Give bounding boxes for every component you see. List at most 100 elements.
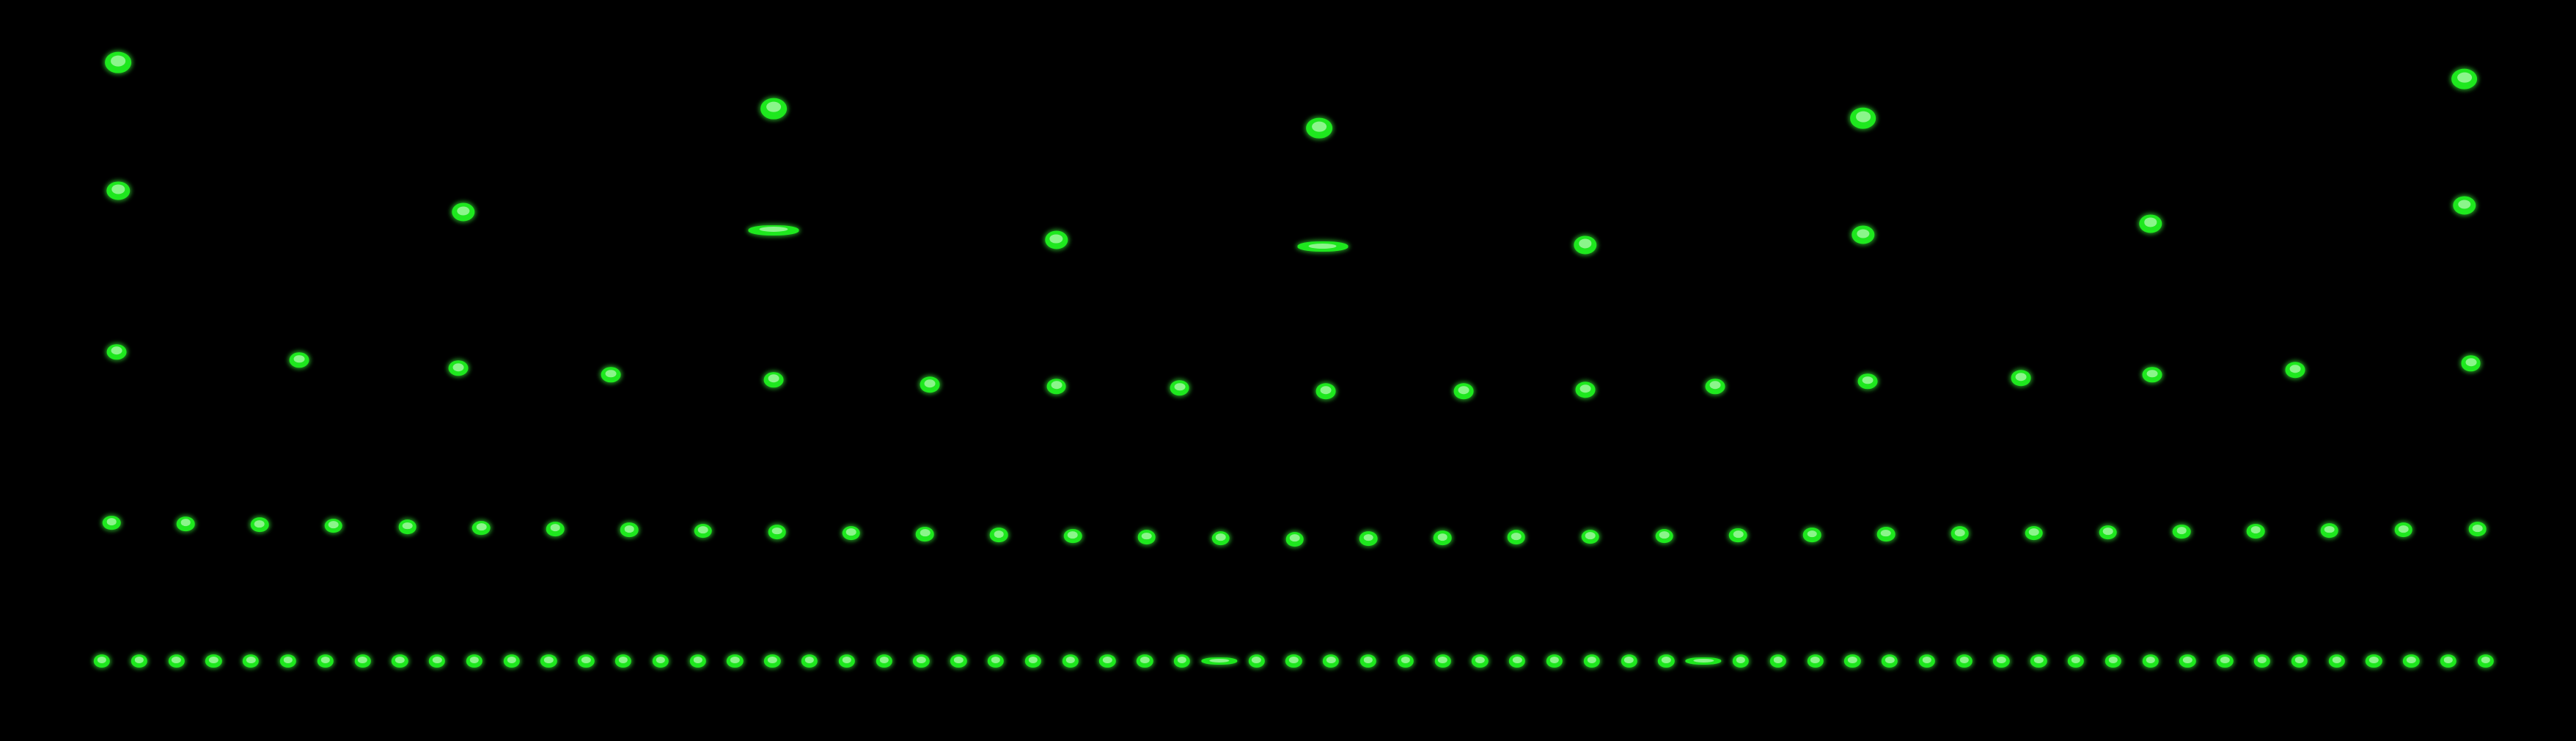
- row-5-spot: [1956, 654, 1973, 668]
- row-5-spot: [1285, 654, 1302, 668]
- row-4-spot: [1137, 530, 1156, 544]
- row-3-spot: [1705, 378, 1725, 395]
- row-5-spot: [1434, 654, 1451, 668]
- row-5-spot: [354, 654, 371, 668]
- row-5-spot: [1136, 654, 1153, 668]
- row-5-spot: [913, 654, 930, 668]
- row-4-spot: [2246, 524, 2265, 539]
- row-5-spot: [205, 654, 222, 668]
- row-4-spot: [1729, 528, 1747, 543]
- row-5-spot: [652, 654, 669, 668]
- row-4-spot: [398, 519, 417, 534]
- row-5-spot: [801, 654, 818, 668]
- row-5-spot: [1621, 654, 1637, 668]
- row-5-spot: [876, 654, 892, 668]
- row-3-spot: [106, 343, 127, 360]
- row-2-spot: [1297, 241, 1348, 252]
- row-5-spot: [1732, 654, 1750, 668]
- row-5-spot: [1807, 654, 1824, 668]
- row-3-spot: [1315, 383, 1336, 399]
- row-5-spot: [1173, 654, 1191, 668]
- row-3-spot: [2461, 355, 2481, 371]
- row-4-spot: [1063, 528, 1082, 544]
- row-5-spot: [2477, 654, 2494, 668]
- row-1-spot: [105, 51, 132, 73]
- row-4-spot: [472, 520, 491, 536]
- row-4-spot: [546, 522, 565, 536]
- row-5-spot: [392, 654, 408, 668]
- row-2-spot: [106, 181, 130, 200]
- row-5-spot: [1508, 654, 1526, 668]
- row-2-spot: [1851, 225, 1875, 244]
- row-3-spot: [2011, 370, 2031, 387]
- row-5-spot: [1099, 654, 1116, 668]
- row-5-spot: [2030, 654, 2047, 668]
- row-4-spot: [1581, 529, 1599, 544]
- row-4-spot: [1211, 530, 1230, 546]
- row-4-spot: [842, 525, 860, 541]
- row-5-spot: [1062, 654, 1079, 668]
- row-5-spot: [1881, 654, 1898, 668]
- row-4-spot: [2173, 524, 2191, 539]
- row-4-spot: [324, 518, 343, 533]
- row-4-spot: [176, 516, 195, 531]
- row-5-spot: [2328, 654, 2345, 668]
- row-5-spot: [2216, 654, 2234, 668]
- row-2-spot: [1574, 236, 1597, 255]
- row-3-spot: [2285, 362, 2305, 378]
- row-5-spot: [428, 654, 446, 668]
- row-1-spot: [1849, 107, 1876, 129]
- row-4-spot: [1359, 531, 1378, 546]
- row-5-spot: [1546, 654, 1563, 668]
- row-5-spot: [2440, 654, 2457, 668]
- row-4-spot: [1876, 527, 1896, 541]
- row-4-spot: [1802, 528, 1821, 542]
- row-5-spot: [1472, 654, 1489, 668]
- row-5-spot: [2142, 654, 2159, 668]
- row-5-spot: [1844, 654, 1861, 668]
- row-5-spot: [1769, 654, 1786, 668]
- row-5-spot: [1322, 654, 1340, 668]
- row-5-spot: [1918, 654, 1936, 668]
- row-3-spot: [1857, 373, 1878, 390]
- row-5-spot: [2105, 654, 2121, 668]
- row-5-spot: [1583, 654, 1600, 668]
- row-5-spot: [1658, 654, 1675, 668]
- row-5-spot: [131, 654, 147, 668]
- row-4-spot: [1285, 532, 1304, 547]
- row-5-spot: [1024, 654, 1041, 668]
- row-5-spot: [763, 654, 781, 668]
- row-4-spot: [1655, 528, 1673, 544]
- row-4-spot: [2025, 525, 2043, 541]
- row-4-spot: [2320, 523, 2339, 538]
- row-4-spot: [103, 515, 121, 530]
- row-5-spot: [2402, 654, 2420, 668]
- row-3-spot: [2142, 367, 2162, 383]
- row-5-spot: [689, 654, 706, 668]
- row-3-spot: [1046, 378, 1067, 395]
- row-4-spot: [916, 527, 934, 541]
- row-5-spot: [2366, 654, 2382, 668]
- row-3-spot: [763, 371, 784, 388]
- row-2-spot: [2138, 214, 2162, 233]
- row-4-spot: [2099, 525, 2117, 540]
- row-2-spot: [1044, 230, 1068, 249]
- row-4-spot: [2468, 522, 2487, 537]
- row-5-spot: [2179, 654, 2196, 668]
- row-5-spot: [279, 654, 297, 668]
- row-5-spot: [838, 654, 855, 668]
- row-2-spot: [2452, 196, 2476, 215]
- row-5-spot: [242, 654, 260, 668]
- row-3-spot: [289, 351, 309, 368]
- row-5-spot: [2291, 654, 2308, 668]
- row-3-spot: [1453, 383, 1474, 399]
- row-4-spot: [694, 523, 713, 539]
- row-5-spot: [1685, 657, 1722, 665]
- row-3-spot: [601, 367, 621, 383]
- row-3-spot: [1170, 379, 1190, 396]
- row-3-spot: [448, 360, 469, 376]
- row-5-spot: [317, 654, 334, 668]
- row-5-spot: [577, 654, 595, 668]
- row-5-spot: [540, 654, 557, 668]
- row-5-spot: [1993, 654, 2010, 668]
